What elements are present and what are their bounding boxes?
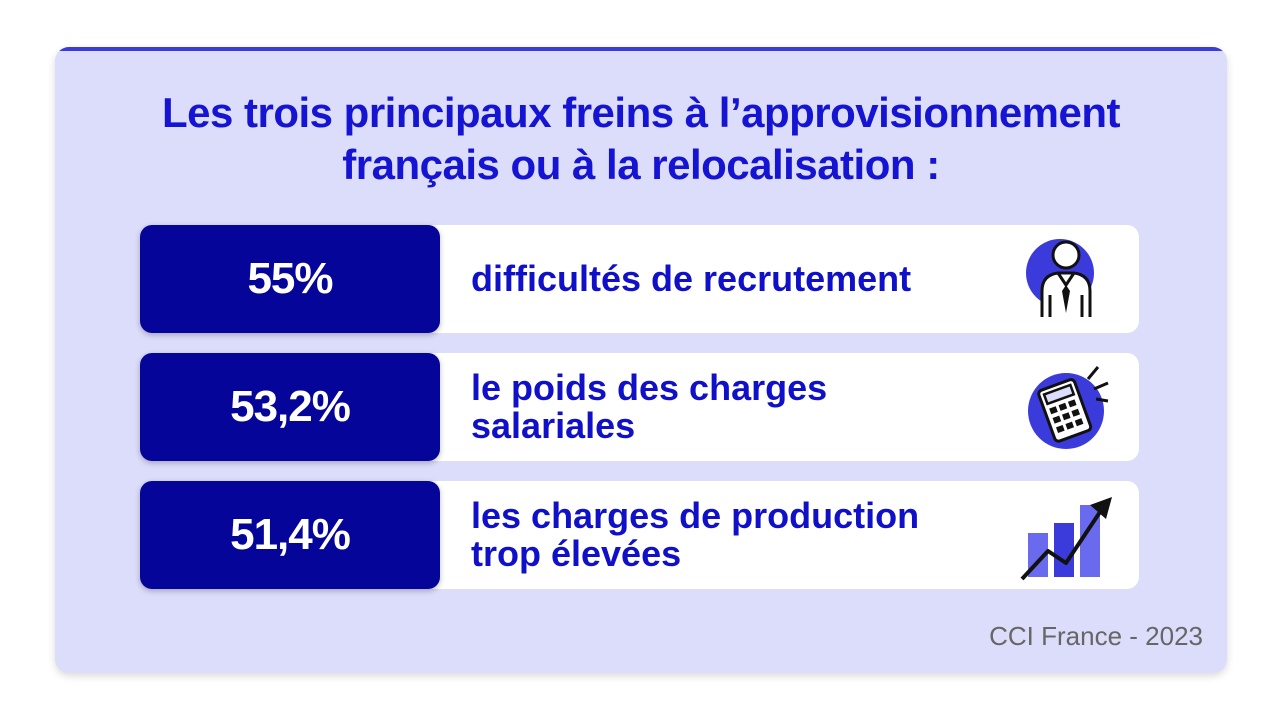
title-line-2: français ou à la relocalisation : bbox=[342, 141, 940, 188]
stat-label-line-1: les charges de production bbox=[471, 495, 920, 536]
top-accent-line bbox=[55, 47, 1227, 51]
title-line-1: Les trois principaux freins à l’approvis… bbox=[161, 89, 1121, 136]
stat-value-box: 55% bbox=[140, 225, 440, 333]
stat-label: le poids des charges salariales bbox=[471, 353, 991, 461]
stat-label: les charges de production trop élevées bbox=[471, 481, 991, 589]
source-caption: CCI France - 2023 bbox=[989, 621, 1203, 651]
stat-row-2: 53,2% le poids des charges salariales bbox=[140, 353, 1139, 461]
stat-label-line-1: le poids des charges bbox=[471, 367, 828, 408]
infographic-card: Les trois principaux freins à l’approvis… bbox=[55, 47, 1227, 673]
stat-row-1: 55% difficultés de recrutement bbox=[140, 225, 1139, 333]
stat-label-line-1: difficultés de recrutement bbox=[471, 258, 912, 299]
stat-value: 51,4% bbox=[230, 510, 351, 559]
stat-label: difficultés de recrutement bbox=[471, 225, 991, 333]
stat-value: 53,2% bbox=[230, 382, 351, 431]
stat-label-line-2: trop élevées bbox=[471, 533, 682, 574]
stat-value: 55% bbox=[247, 254, 333, 303]
growth-chart-icon bbox=[1020, 497, 1112, 581]
businessman-icon bbox=[1026, 239, 1094, 317]
chart-title: Les trois principaux freins à l’approvis… bbox=[55, 87, 1227, 191]
stat-row-3: 51,4% les charges de production trop éle… bbox=[140, 481, 1139, 589]
calculator-icon bbox=[1028, 366, 1109, 449]
stat-label-line-2: salariales bbox=[471, 405, 636, 446]
stat-value-box: 51,4% bbox=[140, 481, 440, 589]
stat-value-box: 53,2% bbox=[140, 353, 440, 461]
